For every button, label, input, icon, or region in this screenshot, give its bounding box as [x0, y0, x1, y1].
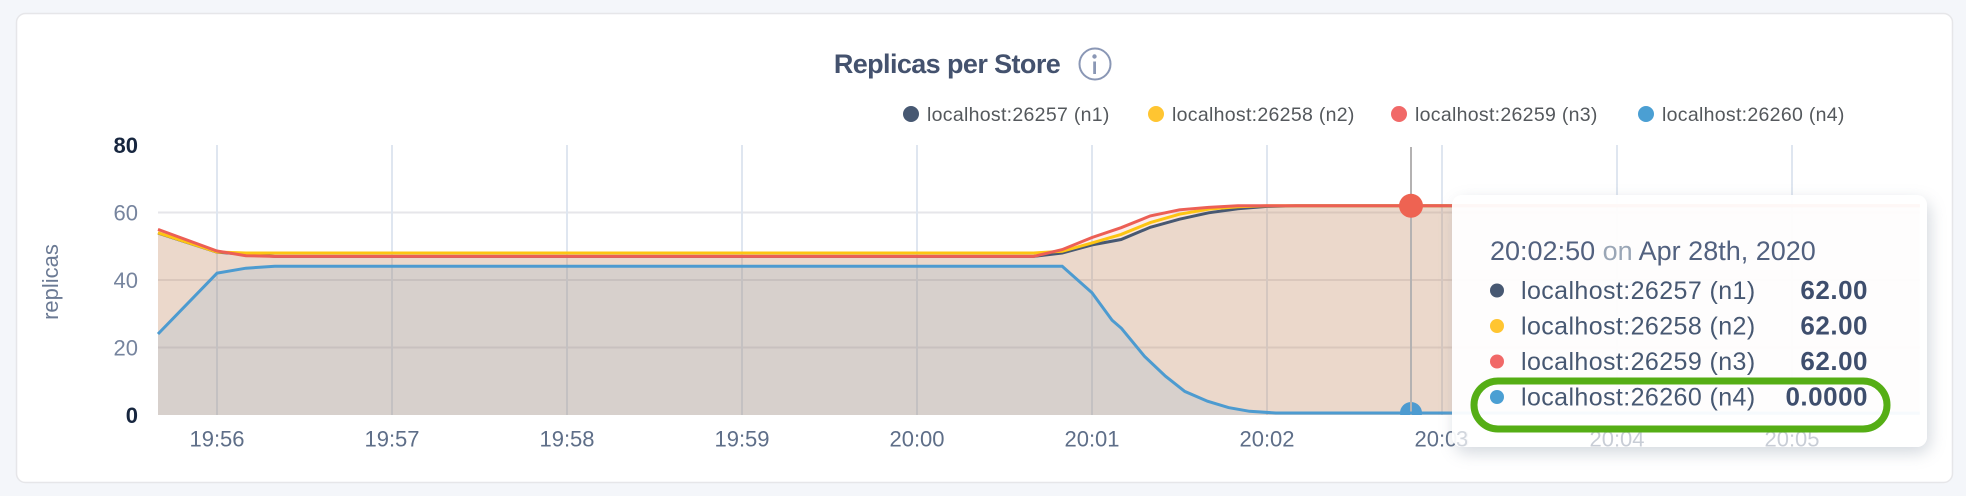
svg-text:20:00: 20:00: [889, 427, 944, 452]
svg-text:localhost:26259 (n3): localhost:26259 (n3): [1415, 104, 1598, 126]
svg-text:localhost:26259 (n3): localhost:26259 (n3): [1521, 348, 1756, 376]
svg-text:localhost:26258 (n2): localhost:26258 (n2): [1172, 104, 1355, 126]
svg-text:19:57: 19:57: [364, 427, 419, 452]
svg-text:20:02:50 on Apr 28th, 2020: 20:02:50 on Apr 28th, 2020: [1490, 236, 1816, 266]
svg-text:62.00: 62.00: [1800, 311, 1868, 341]
svg-text:80: 80: [114, 133, 138, 158]
svg-text:3: 3: [1456, 427, 1468, 452]
svg-text:Replicas per Store: Replicas per Store: [834, 49, 1061, 79]
svg-text:20: 20: [114, 336, 138, 361]
svg-text:localhost:26257 (n1): localhost:26257 (n1): [1521, 277, 1756, 305]
svg-text:60: 60: [114, 201, 138, 226]
svg-text:19:59: 19:59: [714, 427, 769, 452]
svg-text:localhost:26260 (n4): localhost:26260 (n4): [1521, 384, 1756, 412]
svg-text:19:56: 19:56: [189, 427, 244, 452]
svg-text:localhost:26257 (n1): localhost:26257 (n1): [927, 104, 1110, 126]
svg-text:0: 0: [126, 403, 138, 428]
svg-text:62.00: 62.00: [1800, 275, 1868, 305]
svg-text:replicas: replicas: [38, 244, 63, 320]
svg-text:localhost:26260 (n4): localhost:26260 (n4): [1662, 104, 1845, 126]
svg-text:20:01: 20:01: [1064, 427, 1119, 452]
svg-text:localhost:26258 (n2): localhost:26258 (n2): [1521, 313, 1756, 341]
svg-text:62.00: 62.00: [1800, 346, 1868, 376]
svg-text:40: 40: [114, 268, 138, 293]
svg-text:19:58: 19:58: [539, 427, 594, 452]
svg-text:0.0000: 0.0000: [1785, 382, 1868, 412]
svg-text:20:02: 20:02: [1239, 427, 1294, 452]
